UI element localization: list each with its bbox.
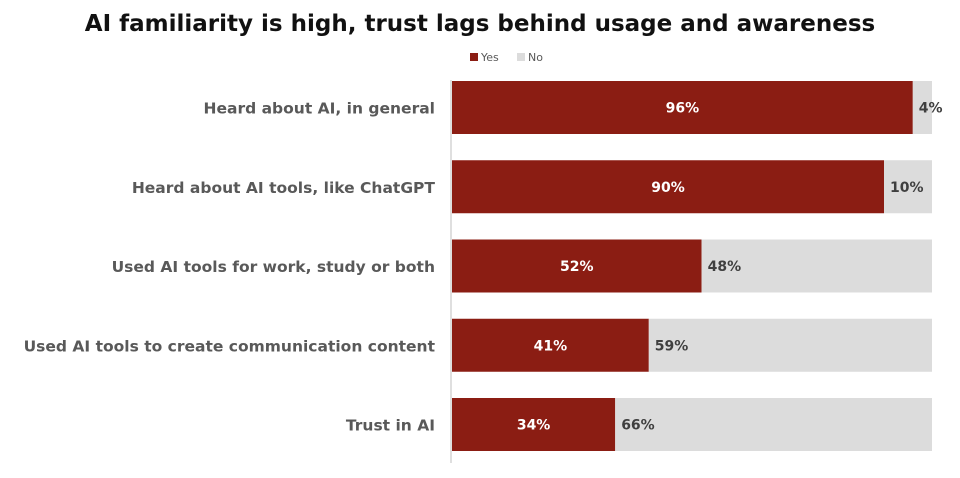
- legend: Yes No: [470, 51, 543, 64]
- bar-yes-3: [452, 318, 649, 372]
- data-label-yes-3: 41%: [534, 338, 568, 354]
- bar-no-3: [648, 318, 932, 372]
- legend-label-0: Yes: [480, 51, 499, 64]
- legend-swatch-1: [517, 53, 525, 61]
- legend-label-1: No: [528, 51, 543, 64]
- bar-no-2: [701, 239, 932, 293]
- data-label-yes-1: 90%: [651, 180, 685, 196]
- data-label-no-1: 10%: [890, 180, 924, 196]
- data-label-yes-4: 34%: [517, 418, 551, 434]
- bar-no-1: [884, 160, 932, 214]
- chart-title: AI familiarity is high, trust lags behin…: [85, 11, 875, 37]
- category-label: Used AI tools to create communication co…: [24, 337, 436, 355]
- legend-swatch-0: [470, 53, 478, 61]
- data-label-yes-0: 96%: [666, 101, 700, 117]
- category-label: Heard about AI tools, like ChatGPT: [132, 179, 436, 197]
- category-label: Used AI tools for work, study or both: [112, 258, 435, 276]
- category-labels: Heard about AI, in general Heard about AI…: [24, 100, 436, 435]
- bars: 96% 4% 90% 10% 52% 48% 41% 59% 34% 66%: [452, 81, 943, 451]
- data-label-no-3: 59%: [655, 338, 689, 354]
- data-label-yes-2: 52%: [560, 259, 594, 275]
- bar-no-0: [912, 81, 932, 134]
- data-label-no-2: 48%: [708, 259, 742, 275]
- category-label: Heard about AI, in general: [204, 100, 436, 118]
- bar-yes-0: [452, 81, 913, 134]
- data-label-no-4: 66%: [621, 418, 655, 434]
- category-label: Trust in AI: [346, 417, 435, 435]
- data-label-no-0: 4%: [919, 101, 943, 117]
- bar-yes-2: [452, 239, 702, 293]
- bar-no-4: [615, 398, 932, 451]
- bar-yes-4: [452, 398, 616, 451]
- bar-yes-1: [452, 160, 884, 214]
